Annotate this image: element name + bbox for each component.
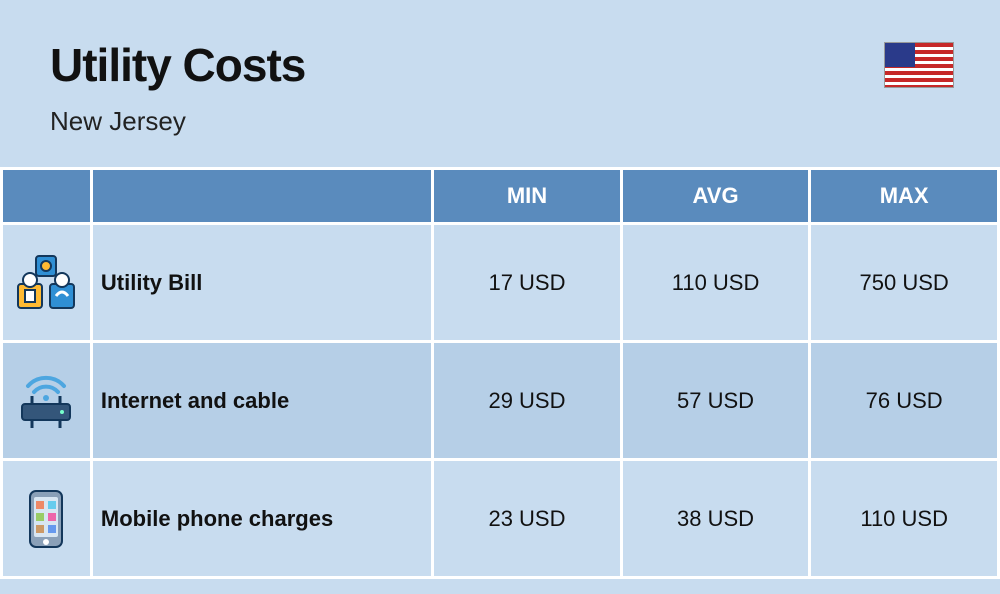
col-header-icon — [2, 169, 92, 224]
row-icon-cell — [2, 224, 92, 342]
col-header-min: MIN — [433, 169, 622, 224]
row-min: 17 USD — [433, 224, 622, 342]
row-icon-cell — [2, 460, 92, 578]
row-avg: 110 USD — [621, 224, 810, 342]
row-label: Internet and cable — [91, 342, 432, 460]
col-header-avg: AVG — [621, 169, 810, 224]
table-header: MIN AVG MAX — [2, 169, 999, 224]
row-label: Mobile phone charges — [91, 460, 432, 578]
row-avg: 57 USD — [621, 342, 810, 460]
table-row: Mobile phone charges 23 USD 38 USD 110 U… — [2, 460, 999, 578]
row-max: 750 USD — [810, 224, 999, 342]
col-header-max: MAX — [810, 169, 999, 224]
table-row: Utility Bill 17 USD 110 USD 750 USD — [2, 224, 999, 342]
internet-cable-icon — [14, 372, 78, 430]
row-min: 29 USD — [433, 342, 622, 460]
header: Utility Costs New Jersey — [0, 0, 1000, 167]
row-max: 76 USD — [810, 342, 999, 460]
row-icon-cell — [2, 342, 92, 460]
row-max: 110 USD — [810, 460, 999, 578]
table-row: Internet and cable 29 USD 57 USD 76 USD — [2, 342, 999, 460]
mobile-phone-icon — [24, 487, 68, 551]
col-header-name — [91, 169, 432, 224]
row-avg: 38 USD — [621, 460, 810, 578]
us-flag-icon — [884, 42, 954, 88]
page-subtitle: New Jersey — [50, 106, 950, 137]
utility-bill-icon — [14, 254, 78, 312]
utility-costs-table: MIN AVG MAX Utility Bill 17 USD 11 — [0, 167, 1000, 579]
row-min: 23 USD — [433, 460, 622, 578]
row-label: Utility Bill — [91, 224, 432, 342]
page-title: Utility Costs — [50, 38, 950, 92]
